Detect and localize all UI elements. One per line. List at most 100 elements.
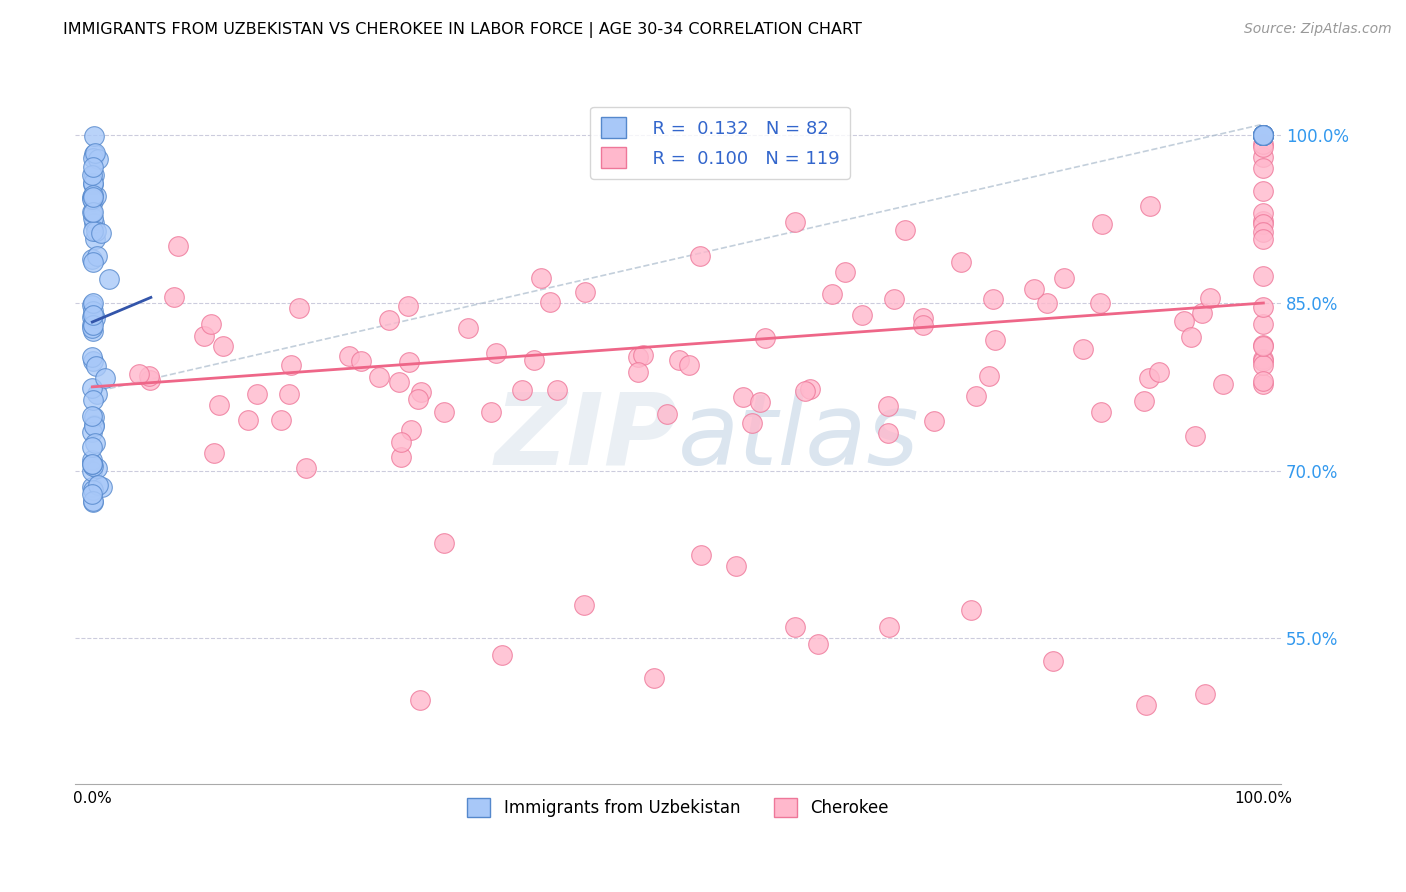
Point [236, 413, 259, 427]
Point [84, 189, 107, 203]
Text: IMMIGRANTS FROM UZBEKISTAN VS CHEROKEE IN LABOR FORCE | AGE 30-34 CORRELATION CH: IMMIGRANTS FROM UZBEKISTAN VS CHEROKEE I… [63, 22, 862, 38]
Point [851, 308, 873, 322]
Point [627, 365, 650, 379]
Point [949, 255, 972, 269]
Point [741, 416, 763, 430]
Point [396, 299, 419, 313]
Point [1253, 128, 1275, 143]
Point [689, 249, 711, 263]
Point [1253, 128, 1275, 143]
Point [86, 248, 108, 262]
Point [1253, 128, 1275, 143]
Point [82, 458, 104, 472]
Point [82, 177, 104, 191]
Point [1071, 342, 1094, 356]
Point [1253, 150, 1275, 164]
Point [84, 359, 107, 374]
Point [1253, 225, 1275, 239]
Point [409, 693, 432, 707]
Point [1253, 358, 1275, 372]
Point [1194, 687, 1216, 701]
Point [1253, 300, 1275, 314]
Point [1253, 375, 1275, 389]
Point [1253, 339, 1275, 353]
Point [1022, 282, 1045, 296]
Point [1253, 377, 1275, 392]
Point [83, 168, 105, 182]
Point [1253, 205, 1275, 219]
Point [754, 331, 776, 345]
Point [82, 321, 104, 335]
Legend: Immigrants from Uzbekistan, Cherokee: Immigrants from Uzbekistan, Cherokee [460, 791, 896, 824]
Point [128, 367, 150, 381]
Point [82, 176, 104, 190]
Point [690, 548, 713, 562]
Point [163, 290, 186, 304]
Point [84, 232, 107, 246]
Point [82, 458, 104, 473]
Point [82, 190, 104, 204]
Point [87, 153, 110, 167]
Point [799, 382, 821, 396]
Point [1253, 128, 1275, 143]
Point [406, 392, 429, 406]
Point [82, 168, 104, 182]
Point [965, 389, 987, 403]
Point [84, 145, 107, 160]
Point [627, 350, 650, 364]
Point [911, 318, 934, 333]
Point [270, 413, 292, 427]
Point [90, 480, 112, 494]
Point [82, 494, 104, 508]
Point [82, 303, 104, 318]
Point [807, 637, 830, 651]
Point [83, 310, 105, 325]
Point [82, 204, 104, 219]
Point [87, 478, 110, 492]
Point [82, 224, 104, 238]
Point [82, 495, 104, 509]
Point [82, 324, 104, 338]
Point [368, 370, 391, 384]
Point [1253, 128, 1275, 143]
Point [530, 270, 553, 285]
Point [82, 151, 104, 165]
Point [138, 373, 160, 387]
Point [643, 671, 665, 685]
Point [793, 384, 815, 399]
Point [574, 285, 596, 299]
Point [678, 359, 700, 373]
Point [876, 425, 898, 440]
Point [1139, 371, 1161, 385]
Point [389, 450, 412, 464]
Point [208, 398, 231, 412]
Point [1139, 199, 1161, 213]
Point [1253, 128, 1275, 143]
Point [295, 461, 318, 475]
Point [82, 457, 104, 471]
Point [1212, 376, 1234, 391]
Point [82, 318, 104, 332]
Point [83, 436, 105, 450]
Point [1253, 161, 1275, 175]
Point [1198, 291, 1220, 305]
Point [1253, 136, 1275, 151]
Point [1253, 128, 1275, 143]
Point [783, 215, 806, 229]
Point [246, 387, 269, 401]
Point [82, 480, 104, 494]
Point [748, 395, 770, 409]
Point [731, 390, 754, 404]
Point [82, 440, 104, 454]
Point [572, 598, 595, 612]
Point [82, 204, 104, 219]
Point [86, 387, 108, 401]
Point [82, 254, 104, 268]
Point [546, 383, 568, 397]
Point [1253, 232, 1275, 246]
Point [523, 353, 546, 368]
Point [491, 648, 513, 662]
Text: Source: ZipAtlas.com: Source: ZipAtlas.com [1244, 22, 1392, 37]
Point [83, 216, 105, 230]
Point [1088, 296, 1111, 310]
